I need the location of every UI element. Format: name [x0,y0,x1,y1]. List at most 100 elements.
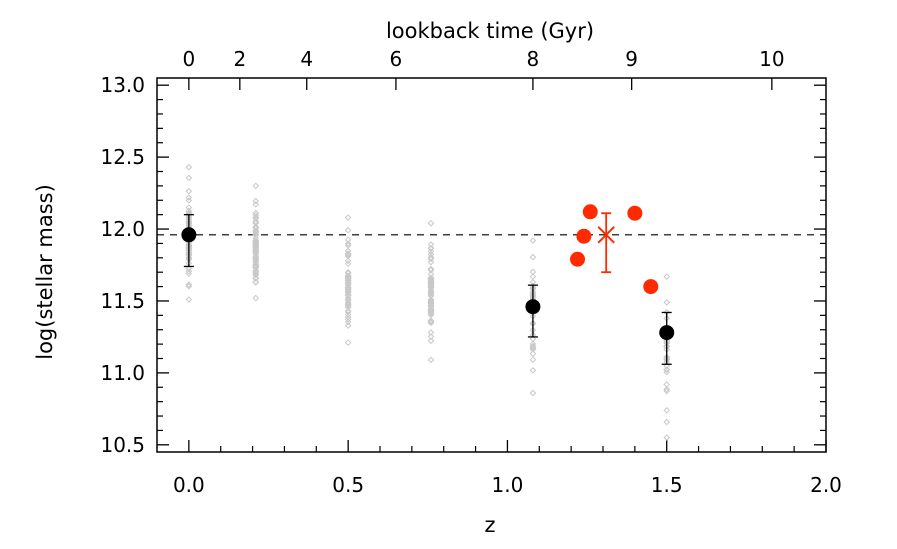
distribution-point [427,288,435,295]
distribution-point [529,253,537,261]
distribution-point [252,256,260,264]
distribution-point [252,257,260,265]
distribution-point [427,329,435,336]
distribution-point [344,316,352,323]
distribution-point [185,174,193,182]
distribution-point [427,306,435,314]
distribution-points-group [185,163,671,441]
distribution-point [427,258,435,266]
distribution-point [344,297,352,304]
distribution-point [344,252,352,260]
top-tick-label: 0 [182,47,195,71]
distribution-point [663,407,671,414]
y-axis-title: log(stellar mass) [33,184,57,360]
distribution-point [344,339,352,346]
distribution-point [427,356,435,364]
distribution-point [252,246,260,253]
top-tick-label: 6 [390,47,403,71]
distribution-point [344,285,352,293]
distribution-point [427,274,435,282]
distribution-point [427,289,435,297]
distribution-point [529,273,537,281]
plot-border [156,77,827,453]
distribution-point [185,197,193,204]
distribution-point [344,226,352,234]
distribution-point [185,163,193,171]
distribution-point [427,241,435,248]
red-point [570,251,586,267]
distribution-point [663,273,671,280]
distribution-point [344,296,352,303]
distribution-point [427,337,435,345]
distribution-point [252,227,260,235]
distribution-point [252,237,260,244]
cross-marker-stroke [597,226,615,244]
top-tick-label: 8 [527,47,540,71]
x-tick-label: 1.0 [492,473,524,497]
distribution-point [427,282,435,290]
red-point [627,205,643,221]
distribution-point [185,267,193,275]
distribution-point [185,204,193,211]
distribution-point [427,255,435,263]
distribution-point [252,238,260,246]
distribution-point [252,271,260,279]
distribution-point [529,343,537,351]
distribution-point [344,275,352,283]
mean-point [181,227,197,243]
distribution-point [252,267,260,275]
distribution-point [344,247,352,255]
axis-ticks [157,78,827,452]
distribution-point [427,219,435,227]
y-tick-label: 11.0 [100,361,145,385]
distribution-point [252,228,260,236]
y-tick-label: 13.0 [100,73,145,97]
mean-point [659,325,675,341]
distribution-point [185,187,193,195]
distribution-point [344,268,352,276]
top-axis-title: lookback time (Gyr) [386,19,594,43]
top-tick-label: 10 [759,47,784,71]
distribution-point [427,317,435,325]
distribution-point [529,389,537,397]
distribution-point [344,318,352,326]
top-tick-label: 9 [625,47,638,71]
red-point [582,204,598,220]
distribution-point [252,278,260,286]
x-axis-title: z [484,513,495,537]
distribution-point [344,250,352,258]
distribution-point [529,367,537,374]
distribution-point [344,304,352,311]
distribution-point [663,434,671,441]
distribution-point [529,237,537,244]
distribution-point [252,264,260,272]
red-point [643,279,659,295]
x-tick-label: 0.0 [173,473,205,497]
distribution-point [663,418,671,426]
distribution-point [252,197,260,205]
distribution-point [663,366,671,373]
top-tick-label: 2 [233,47,246,71]
distribution-point [663,362,671,370]
distribution-point [252,182,260,190]
distribution-point [344,289,352,297]
distribution-point [427,281,435,289]
top-tick-label: 4 [300,47,313,71]
distribution-point [252,274,260,282]
distribution-point [344,257,352,265]
distribution-point [427,302,435,309]
distribution-point [185,296,193,303]
red-points-group [570,204,659,295]
x-tick-label: 1.5 [651,473,683,497]
distribution-point [185,265,193,272]
red-point [576,228,592,244]
distribution-point [344,311,352,318]
distribution-point [663,386,671,393]
distribution-point [427,251,435,258]
distribution-point [529,350,537,357]
distribution-point [344,322,352,329]
distribution-point [529,356,537,363]
distribution-point [344,269,352,277]
distribution-point [344,300,352,308]
